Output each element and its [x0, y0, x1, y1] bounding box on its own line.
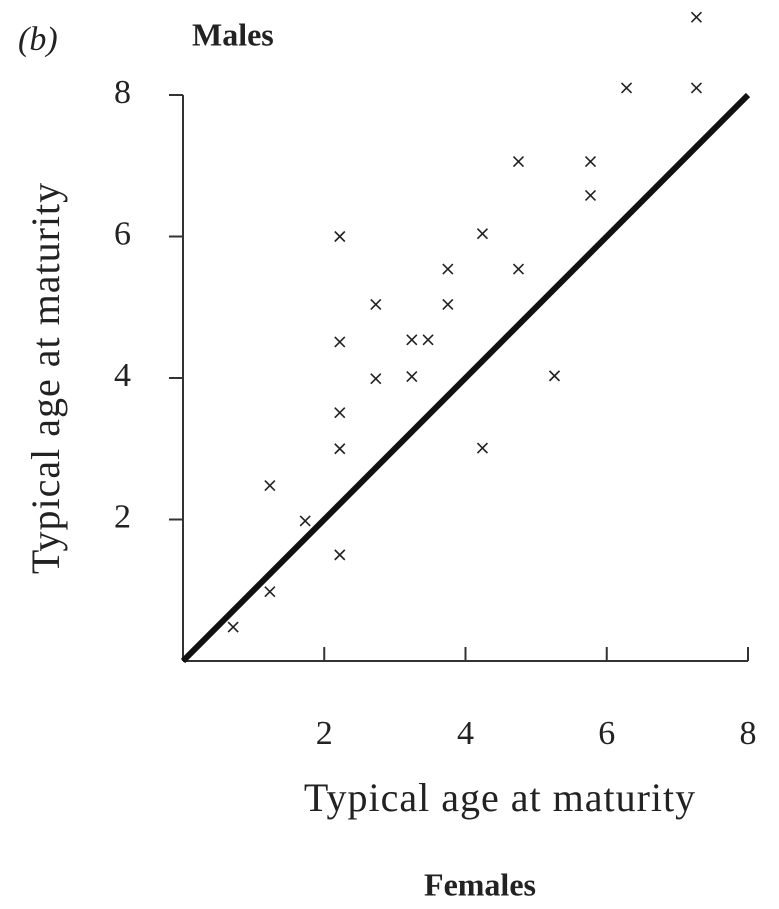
- point-stroke: [370, 298, 382, 310]
- point-stroke: [334, 336, 346, 348]
- point: [584, 189, 597, 202]
- point: [422, 334, 434, 346]
- point-stroke: [334, 443, 346, 455]
- x-axis-title: Typical age at maturity: [304, 775, 696, 820]
- point-stroke: [476, 442, 489, 454]
- point-stroke: [334, 230, 346, 243]
- panel-label: (b): [18, 21, 58, 58]
- point-stroke: [227, 621, 239, 633]
- point-stroke: [584, 189, 597, 202]
- point-stroke: [334, 549, 346, 561]
- y-tick-label: 2: [114, 498, 131, 535]
- point: [406, 371, 418, 383]
- reference-line: [180, 92, 751, 664]
- point-stroke: [442, 263, 454, 275]
- point: [512, 155, 525, 168]
- point-stroke: [690, 82, 703, 94]
- y-axis-title: Typical age at maturity: [23, 182, 68, 574]
- point: [370, 373, 382, 385]
- point: [476, 228, 489, 240]
- point: [690, 82, 703, 94]
- point-stroke: [334, 407, 346, 419]
- x-axis-subtitle: Females: [424, 866, 536, 902]
- point: [620, 82, 633, 94]
- point-stroke: [548, 370, 561, 382]
- point-stroke: [476, 228, 489, 240]
- point: [442, 263, 454, 275]
- x-tick-label: 6: [598, 715, 615, 752]
- point: [406, 334, 418, 346]
- point: [334, 407, 346, 419]
- point-stroke: [406, 371, 418, 383]
- point: [264, 479, 276, 492]
- point-stroke: [264, 586, 276, 598]
- point: [512, 263, 525, 275]
- x-tick-label: 4: [457, 715, 474, 752]
- point-stroke: [620, 82, 633, 94]
- point: [227, 621, 239, 633]
- y-tick-label: 4: [114, 357, 131, 394]
- y-tick-label: 6: [114, 215, 131, 252]
- point: [476, 442, 489, 454]
- point: [334, 443, 346, 455]
- point: [690, 11, 703, 23]
- point-stroke: [406, 334, 418, 346]
- point-stroke: [422, 334, 434, 346]
- point: [264, 586, 276, 598]
- point: [334, 549, 346, 561]
- point-stroke: [370, 373, 382, 385]
- point-stroke: [584, 155, 597, 168]
- point-stroke: [512, 155, 525, 168]
- y-tick-label: 8: [114, 74, 131, 111]
- point: [299, 515, 311, 527]
- point-stroke: [442, 298, 454, 310]
- chart-title: Males: [192, 16, 274, 52]
- point-stroke: [690, 11, 703, 23]
- point-stroke: [512, 263, 525, 275]
- x-tick-label: 8: [740, 715, 757, 752]
- point-stroke: [264, 479, 276, 492]
- point: [370, 298, 382, 310]
- x-tick-label: 2: [316, 715, 333, 752]
- point-stroke: [299, 515, 311, 527]
- point: [584, 155, 597, 168]
- point: [548, 370, 561, 382]
- point: [334, 230, 346, 243]
- point: [334, 336, 346, 348]
- point: [442, 298, 454, 310]
